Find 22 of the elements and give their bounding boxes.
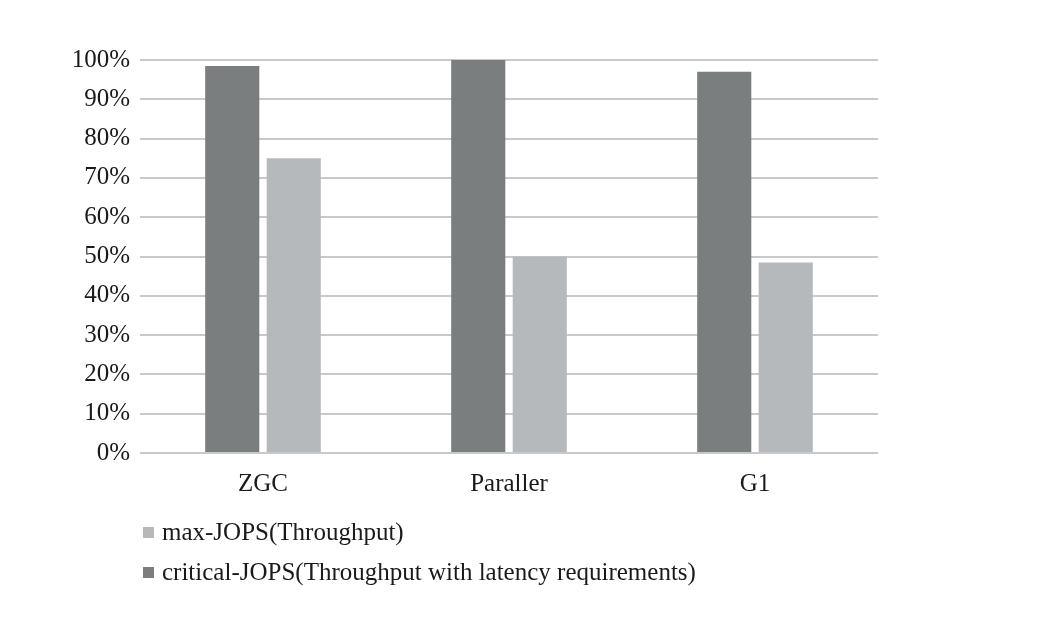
y-tick-label: 40% (84, 280, 130, 308)
bar (697, 71, 752, 452)
y-tick-label: 60% (84, 201, 130, 229)
bar (205, 65, 260, 452)
x-tick-label: G1 (739, 468, 771, 496)
bar (266, 158, 321, 452)
y-tick-label: 10% (84, 398, 130, 426)
y-tick-label: 80% (84, 123, 130, 151)
y-tick-label: 30% (84, 319, 130, 347)
bar (451, 60, 506, 452)
y-tick-label: 70% (84, 162, 130, 190)
bar (758, 262, 813, 452)
bar (512, 256, 567, 452)
legend-label: max-JOPS(Throughput) (162, 518, 404, 546)
legend-label: critical-JOPS(Throughput with latency requirements) (162, 558, 696, 586)
y-tick-label: 100% (71, 44, 130, 72)
x-tick-label: Paraller (470, 468, 549, 496)
y-tick-label: 20% (84, 358, 130, 386)
x-tick-label: ZGC (238, 468, 288, 496)
y-tick-label: 50% (84, 241, 130, 269)
y-tick-label: 90% (84, 83, 130, 111)
y-tick-label: 0% (96, 437, 130, 465)
